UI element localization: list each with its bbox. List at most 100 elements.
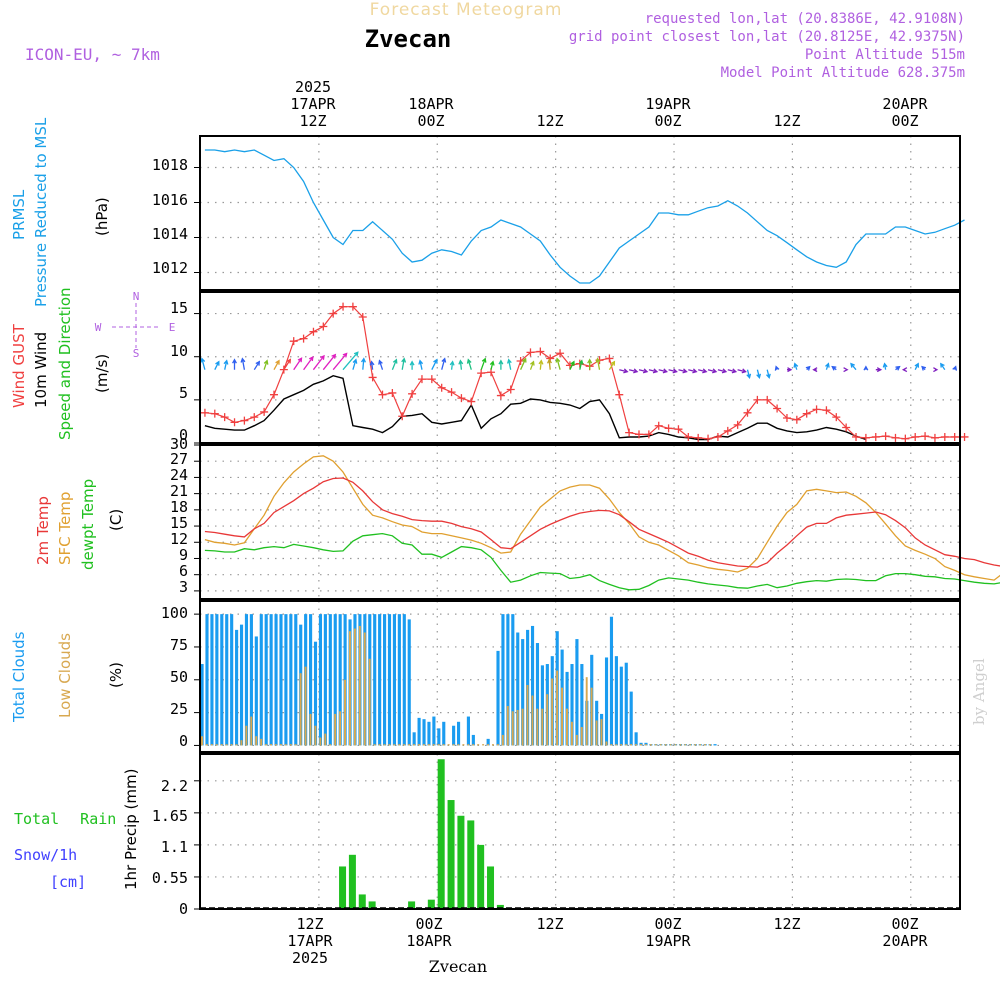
low-cloud-bar [245, 725, 248, 746]
low-cloud-bar [541, 708, 544, 746]
gust-marker [881, 432, 890, 441]
svg-text:2025: 2025 [295, 78, 331, 96]
grid-coords: grid point closest lon,lat (20.8125E, 42… [569, 29, 965, 45]
svg-text:5: 5 [179, 384, 188, 402]
wind-direction-arrow [391, 358, 398, 370]
low-cloud-bar [294, 744, 297, 746]
total-cloud-bar [279, 614, 283, 746]
gust-marker [733, 420, 742, 429]
total-cloud-bar [378, 614, 382, 746]
total-cloud-bar [575, 639, 579, 746]
low-cloud-bar [344, 679, 346, 746]
low-cloud-bar [644, 744, 647, 746]
total-cloud-bar [373, 614, 377, 746]
low-cloud-bar [250, 716, 253, 746]
svg-text:3: 3 [179, 578, 188, 596]
compass-icon: N S W E [95, 290, 176, 360]
wind-direction-arrow [787, 367, 793, 373]
total-cloud-bar [609, 616, 614, 746]
cloud-yticks: 0 25 50 75 100 [161, 604, 188, 750]
wind-direction-arrow [933, 367, 939, 373]
low-cloud-bar [575, 734, 578, 746]
gust-marker [319, 322, 328, 331]
rain-bar [477, 844, 485, 909]
total-cloud-bar [264, 614, 268, 746]
svg-text:18: 18 [170, 498, 188, 516]
rain-bar [358, 894, 366, 909]
sfc-temp-line [204, 455, 1000, 581]
wind-direction-arrow [648, 368, 659, 374]
wind-yticks: 0 5 10 15 [170, 299, 188, 444]
gust-marker [200, 408, 209, 417]
wind-direction-arrow [569, 360, 575, 370]
low-cloud-bar [201, 736, 203, 746]
svg-text:10: 10 [170, 342, 188, 360]
low-cloud-bar [487, 744, 490, 746]
low-cloud-bar [378, 744, 381, 746]
wind-direction-arrow [921, 365, 927, 371]
gust-marker [950, 432, 959, 441]
svg-text:19APR: 19APR [645, 95, 691, 113]
gust-marker [378, 390, 387, 399]
wind-speed-line [204, 374, 867, 441]
pressure-unit: (hPa) [93, 197, 111, 236]
wind-direction-arrow [498, 359, 504, 370]
svg-text:0: 0 [179, 732, 188, 750]
svg-text:1014: 1014 [152, 225, 188, 243]
wind-direction-arrow [449, 360, 455, 370]
temp-label-sfc: SFC Temp [56, 492, 74, 565]
low-cloud-bar [270, 744, 272, 746]
wind-direction-arrow [875, 367, 883, 373]
gust-marker [940, 432, 949, 441]
gust-marker [921, 432, 930, 441]
gust-marker [299, 334, 308, 343]
top-time-label: 12Z [773, 112, 800, 130]
low-cloud-bar [279, 744, 282, 746]
svg-text:00Z: 00Z [417, 112, 444, 130]
svg-text:18APR: 18APR [408, 95, 454, 113]
wind-direction-arrow [200, 357, 206, 370]
low-cloud-bar [704, 744, 707, 746]
low-cloud-bar [368, 658, 371, 746]
total-cloud-bar [501, 614, 505, 746]
svg-text:18APR: 18APR [406, 932, 452, 950]
wind-direction-arrow [756, 369, 762, 380]
total-cloud-bar [259, 614, 263, 746]
gust-marker [437, 383, 446, 392]
gust-marker [763, 395, 772, 404]
panel-border [199, 135, 961, 291]
wind-direction-arrow [707, 368, 718, 374]
rain-bar [437, 759, 445, 909]
total-cloud-bar [580, 664, 584, 746]
total-cloud-bar [456, 721, 461, 746]
pressure-label-msl: Pressure Reduced to MSL [32, 117, 50, 307]
gust-marker [871, 432, 880, 441]
dewpoint-line [204, 532, 1000, 591]
wind-direction-arrow [232, 358, 237, 370]
total-cloud-bar [225, 614, 229, 746]
low-cloud-bar [536, 708, 539, 746]
gust-marker [477, 369, 486, 378]
low-cloud-bar [472, 744, 475, 746]
total-cloud-bar [713, 744, 717, 746]
low-cloud-bar [684, 744, 687, 746]
wind-panel-labels: Wind GUST 10m Wind Speed and Direction (… [10, 287, 175, 440]
wind-direction-arrow [895, 365, 901, 371]
low-cloud-bar [546, 694, 549, 746]
precip-yticks: 0 0.55 1.1 1.65 2.2 [152, 777, 188, 918]
total-cloud-bar [619, 666, 623, 746]
svg-text:15: 15 [170, 299, 188, 317]
low-cloud-bar [427, 744, 430, 746]
total-cloud-bar [442, 721, 446, 746]
low-cloud-bar [408, 744, 411, 746]
panel-border [199, 444, 961, 600]
svg-text:1012: 1012 [152, 259, 188, 277]
wind-direction-arrow [952, 365, 958, 371]
temp-label-dewpt: dewpt Temp [79, 479, 97, 570]
gust-marker [408, 389, 417, 398]
low-cloud-bar [699, 744, 702, 746]
low-cloud-bar [329, 744, 332, 746]
